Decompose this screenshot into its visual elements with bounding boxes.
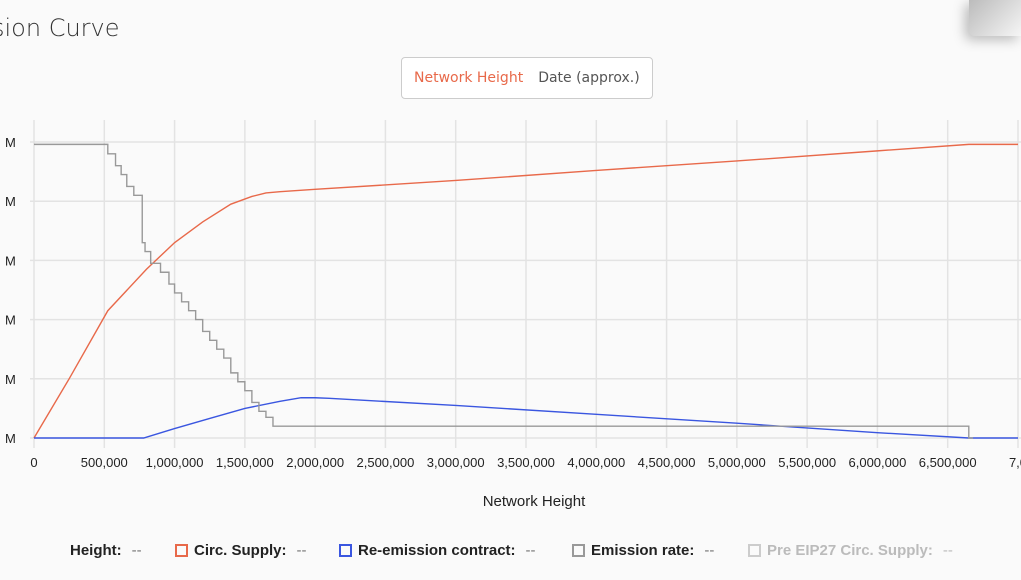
x-tick-label: 5,500,000: [778, 455, 836, 470]
legend-height: Height: --: [70, 542, 142, 559]
legend-circ-supply-checkbox[interactable]: [175, 544, 188, 557]
x-tick-label: 1,000,000: [146, 455, 204, 470]
legend-reemission-contract[interactable]: Re-emission contract: --: [339, 542, 536, 559]
legend-emission-rate[interactable]: Emission rate: --: [572, 542, 714, 559]
legend-circ-supply[interactable]: Circ. Supply: --: [175, 542, 307, 559]
x-tick-label: 3,000,000: [427, 455, 485, 470]
legend-reemission-label: Re-emission contract:: [358, 542, 516, 559]
legend-circ-supply-value: --: [296, 542, 307, 559]
y-tick-label: M: [5, 135, 16, 150]
y-tick-label: M: [5, 313, 16, 328]
x-tick-label: 1,500,000: [216, 455, 274, 470]
x-tick-label: 6,500,000: [919, 455, 977, 470]
x-tick-label: 6,000,000: [849, 455, 907, 470]
series-line-reemission[interactable]: [34, 397, 1018, 439]
x-tick-label: 2,500,000: [357, 455, 415, 470]
legend-reemission-checkbox[interactable]: [339, 544, 352, 557]
x-tick-label: 0: [30, 455, 37, 470]
toggle-date-approx[interactable]: Date (approx.): [538, 70, 640, 86]
legend-emission-rate-label: Emission rate:: [591, 542, 695, 559]
legend-reemission-value: --: [525, 542, 536, 559]
chart-tick-labels: 0 500,000 1,000,000 1,500,000 2,000,000 2,500…: [5, 135, 1021, 470]
emission-curve-chart[interactable]: 0 500,000 1,000,000 1,500,000 2,000,000 2,500…: [0, 0, 1021, 540]
series-line-emission_rate[interactable]: [34, 143, 974, 439]
x-tick-label: 500,000: [81, 455, 128, 470]
x-tick-label: 5,000,000: [708, 455, 766, 470]
legend-pre-eip27-value: --: [942, 542, 953, 559]
legend-height-label: Height:: [70, 542, 122, 559]
x-tick-label: 3,500,000: [497, 455, 555, 470]
legend-emission-rate-checkbox[interactable]: [572, 544, 585, 557]
page-title: sion Curve: [0, 14, 120, 42]
toggle-network-height[interactable]: Network Height: [414, 70, 524, 86]
x-tick-label: 4,500,000: [638, 455, 696, 470]
legend-circ-supply-label: Circ. Supply:: [194, 542, 287, 559]
chart-legend: Height: -- Circ. Supply: -- Re-emission …: [0, 542, 1021, 568]
chart-series: [33, 143, 1018, 439]
legend-height-value: --: [131, 542, 142, 559]
x-axis-mode-toggle[interactable]: Network Height Date (approx.): [401, 57, 653, 99]
legend-emission-rate-value: --: [704, 542, 715, 559]
y-tick-label: M: [5, 194, 16, 209]
legend-pre-eip27-checkbox[interactable]: [748, 544, 761, 557]
legend-pre-eip27[interactable]: Pre EIP27 Circ. Supply: --: [748, 542, 953, 559]
x-tick-label: 2,000,000: [286, 455, 344, 470]
window-corner-shadow: [969, 0, 1021, 36]
x-tick-label: 7,0: [1009, 455, 1021, 470]
y-tick-label: M: [5, 431, 16, 446]
chart-grid: [30, 120, 1021, 448]
y-tick-label: M: [5, 253, 16, 268]
y-tick-label: M: [5, 372, 16, 387]
x-axis-label: Network Height: [483, 493, 586, 510]
x-tick-label: 4,000,000: [567, 455, 625, 470]
series-line-circ[interactable]: [33, 143, 1018, 439]
legend-pre-eip27-label: Pre EIP27 Circ. Supply:: [767, 542, 933, 559]
